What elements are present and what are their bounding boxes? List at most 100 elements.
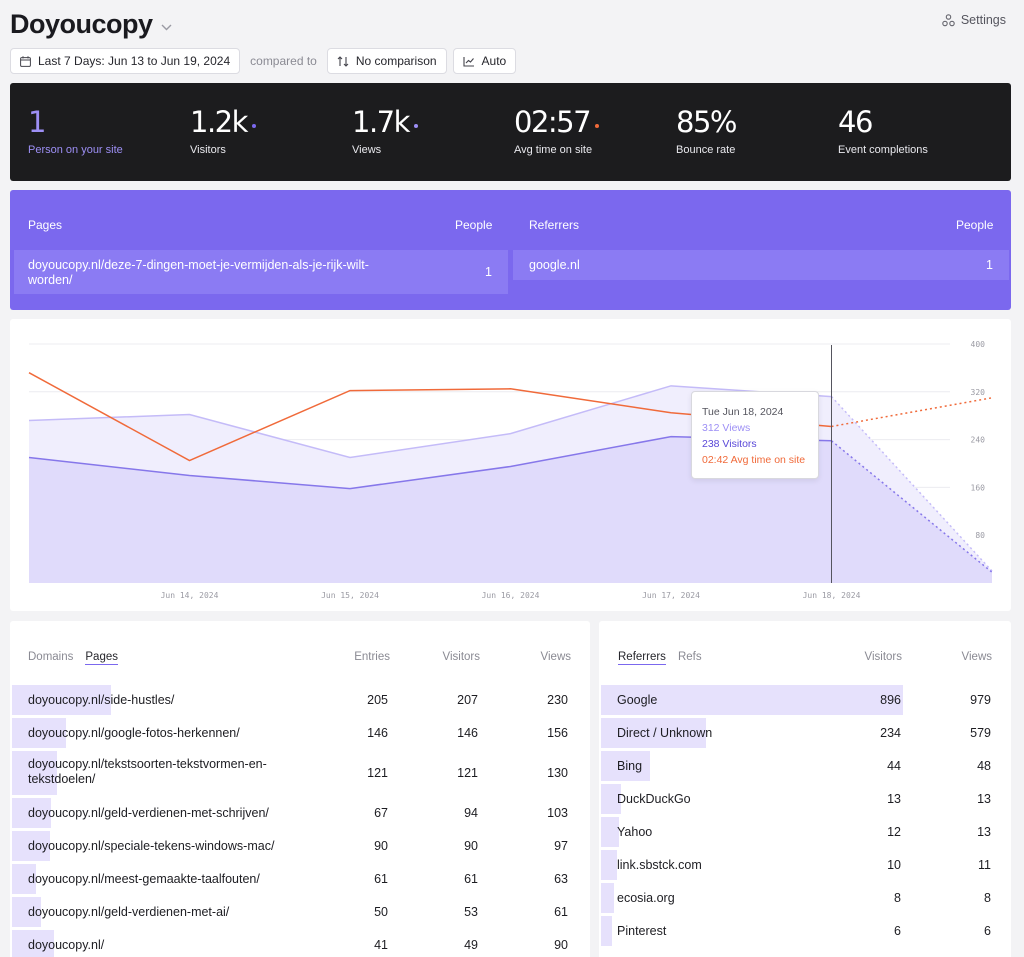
- tab-refs[interactable]: Refs: [677, 651, 702, 663]
- row-label: Bing: [617, 758, 643, 773]
- row-visitors: 94: [464, 805, 478, 820]
- row-label: doyoucopy.nl/geld-verdienen-met-schrijve…: [28, 805, 269, 820]
- share-bar: [601, 850, 617, 880]
- tooltip-views: 312 Views: [702, 422, 751, 434]
- settings-button[interactable]: Settings: [942, 13, 1006, 27]
- page-row[interactable]: doyoucopy.nl/41 49 90: [12, 930, 588, 957]
- share-bar: [12, 831, 50, 861]
- traffic-chart[interactable]: 80 160 240 320 400 Jun 14, 2024 Jun 15, 2024 Ju…: [10, 319, 1011, 611]
- stat-value: 1: [28, 105, 46, 139]
- share-bar: [601, 916, 612, 946]
- share-bar: [12, 718, 66, 748]
- page-row[interactable]: doyoucopy.nl/tekstsoorten-tekstvormen-en…: [12, 751, 588, 795]
- tooltip-avg-time: 02:42 Avg time on site: [702, 454, 806, 466]
- tab-referrers[interactable]: Referrers: [618, 651, 666, 665]
- referrer-row[interactable]: link.sbstck.com 10 11: [601, 850, 1009, 880]
- row-entries: 205: [367, 692, 388, 707]
- row-entries: 50: [374, 904, 388, 919]
- col-visitors[interactable]: Visitors: [442, 651, 481, 663]
- row-label: DuckDuckGo: [617, 791, 691, 806]
- row-visitors: 61: [464, 871, 478, 886]
- col-entries[interactable]: Entries: [354, 651, 390, 663]
- y-tick-label: 240: [971, 436, 986, 445]
- stat-value: 1.7k: [352, 105, 410, 139]
- x-tick-label: Jun 18, 2024: [803, 591, 861, 600]
- stat-label: Visitors: [190, 144, 226, 156]
- referrers-card: Referrers Refs Visitors Views Google 896 9…: [599, 621, 1011, 957]
- page-row[interactable]: doyoucopy.nl/side-hustles/205 207 230: [12, 685, 588, 715]
- comparison-label: No comparison: [355, 54, 437, 68]
- toolbar: Last 7 Days: Jun 13 to Jun 19, 2024 comp…: [10, 48, 517, 74]
- row-entries: 90: [374, 838, 388, 853]
- referrers-tabs: Referrers Refs: [618, 651, 702, 665]
- row-views: 97: [554, 838, 568, 853]
- row-label: doyoucopy.nl/geld-verdienen-met-ai/: [28, 904, 230, 919]
- stat-live-people[interactable]: 1 Person on your site: [28, 105, 123, 156]
- stat-bounce-rate[interactable]: 85% Bounce rate: [676, 105, 737, 156]
- chevron-down-icon[interactable]: [161, 24, 172, 31]
- compared-to-label: compared to: [250, 54, 317, 68]
- compare-arrows-icon: [337, 55, 349, 67]
- interval-label: Auto: [481, 54, 507, 68]
- row-views: 11: [978, 857, 991, 872]
- col-views[interactable]: Views: [540, 651, 571, 663]
- stat-label: Bounce rate: [676, 144, 736, 156]
- page-row[interactable]: doyoucopy.nl/geld-verdienen-met-ai/50 53 6…: [12, 897, 588, 927]
- referrer-row[interactable]: Yahoo 12 13: [601, 817, 1009, 847]
- stat-views[interactable]: 1.7k Views: [352, 105, 418, 156]
- stat-event-completions[interactable]: 46 Event completions: [838, 105, 928, 156]
- tab-pages[interactable]: Pages: [85, 651, 118, 665]
- stat-label: Views: [352, 144, 382, 156]
- row-views: 230: [547, 692, 568, 707]
- stat-label: Avg time on site: [514, 144, 593, 156]
- live-referrer-row[interactable]: google.nl 1: [513, 250, 1009, 280]
- page-row[interactable]: doyoucopy.nl/speciale-tekens-windows-mac…: [12, 831, 588, 861]
- row-views: 63: [554, 871, 568, 886]
- row-visitors: 234: [880, 725, 901, 740]
- stat-visitors[interactable]: 1.2k Visitors: [190, 105, 256, 156]
- stat-avg-time[interactable]: 02:57 Avg time on site: [514, 105, 600, 156]
- x-tick-label: Jun 17, 2024: [642, 591, 700, 600]
- x-tick-label: Jun 16, 2024: [482, 591, 540, 600]
- row-entries: 121: [367, 765, 388, 780]
- chart-tooltip: Tue Jun 18, 2024 312 Views 238 Visitors …: [691, 391, 819, 479]
- col-visitors[interactable]: Visitors: [864, 651, 903, 663]
- row-label: doyoucopy.nl/side-hustles/: [28, 692, 175, 707]
- referrer-row[interactable]: Bing 44 48: [601, 751, 1009, 781]
- views-dot-icon: [413, 124, 418, 128]
- date-range-button[interactable]: Last 7 Days: Jun 13 to Jun 19, 2024: [10, 48, 241, 74]
- page-row[interactable]: doyoucopy.nl/meest-gemaakte-taalfouten/6…: [12, 864, 588, 894]
- y-tick-label: 160: [971, 483, 986, 492]
- referrer-row[interactable]: DuckDuckGo 13 13: [601, 784, 1009, 814]
- settings-icon: [942, 13, 955, 26]
- stat-value: 46: [838, 105, 873, 139]
- page-row[interactable]: doyoucopy.nl/google-fotos-herkennen/146 1…: [12, 718, 588, 748]
- tab-domains[interactable]: Domains: [28, 651, 74, 663]
- row-views: 579: [970, 725, 991, 740]
- row-visitors: 146: [457, 725, 478, 740]
- share-bar: [12, 751, 57, 795]
- referrer-row[interactable]: Pinterest 6 6: [601, 916, 1009, 946]
- row-visitors: 121: [457, 765, 478, 780]
- referrer-row[interactable]: Google 896 979: [601, 685, 1009, 715]
- row-views: 90: [554, 937, 568, 952]
- row-visitors: 49: [464, 937, 478, 952]
- referrer-row[interactable]: ecosia.org 8 8: [601, 883, 1009, 913]
- row-views: 6: [984, 923, 991, 938]
- visitors-dot-icon: [251, 124, 256, 128]
- row-visitors: 8: [894, 890, 901, 905]
- row-label: doyoucopy.nl/speciale-tekens-windows-mac…: [28, 838, 275, 853]
- row-views: 130: [547, 765, 568, 780]
- interval-button[interactable]: Auto: [452, 48, 517, 74]
- live-referrer-label: google.nl: [529, 258, 580, 272]
- col-views[interactable]: Views: [961, 651, 992, 663]
- row-label: doyoucopy.nl/meest-gemaakte-taalfouten/: [28, 871, 260, 886]
- share-bar: [12, 798, 51, 828]
- row-label: Google: [617, 692, 658, 707]
- referrer-row[interactable]: Direct / Unknown 234 579: [601, 718, 1009, 748]
- live-page-row[interactable]: doyoucopy.nl/deze-7-dingen-moet-je-vermi…: [14, 250, 508, 294]
- row-entries: 67: [374, 805, 388, 820]
- comparison-button[interactable]: No comparison: [326, 48, 447, 74]
- site-title[interactable]: Doyoucopy: [10, 8, 153, 39]
- page-row[interactable]: doyoucopy.nl/geld-verdienen-met-schrijve…: [12, 798, 588, 828]
